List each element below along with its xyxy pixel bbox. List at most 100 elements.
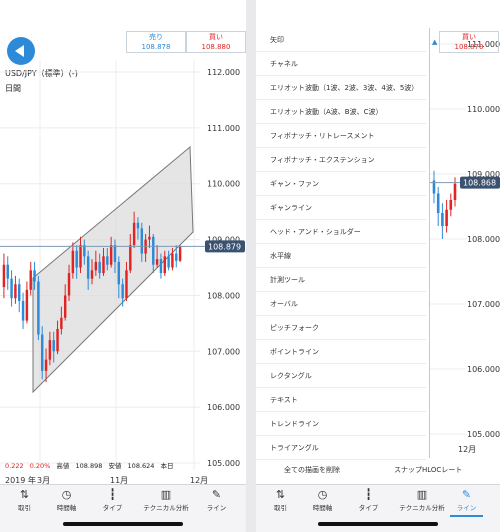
candle-body xyxy=(449,200,453,210)
tab-type-label: タイプ xyxy=(102,504,123,512)
x-label-december: 12月 xyxy=(458,445,476,454)
candle-body xyxy=(83,245,86,257)
drawing-tool-item[interactable]: 矢印 xyxy=(256,28,426,52)
current-price-tag xyxy=(205,240,245,253)
y-tick-label: 112.000 xyxy=(207,68,240,77)
buy-price-box-right[interactable]: 買い 108.870 xyxy=(439,31,499,53)
bottom-tab-bar-right: ⇅ 取引 ◷ 時間軸 ┇ タイプ ▥ テクニカル分析 ✎ ライン xyxy=(256,484,500,532)
tab-trade-label: 取引 xyxy=(274,504,287,512)
candle-body xyxy=(136,222,140,229)
drawing-tool-item[interactable]: テキスト xyxy=(256,388,426,412)
buy-label: 買い xyxy=(209,33,223,41)
tab-line[interactable]: ✎ ライン xyxy=(192,487,241,515)
candle-body xyxy=(25,289,29,321)
drawing-tool-item[interactable]: レクタングル xyxy=(256,364,426,388)
drawing-tool-item[interactable]: ギャンライン xyxy=(256,196,426,220)
drawing-tool-item[interactable]: ヘッド・アンド・ショルダー xyxy=(256,220,426,244)
today-label: 本日 xyxy=(160,462,174,470)
candle-body xyxy=(175,253,178,261)
drawing-tool-item[interactable]: フィボナッチ・リトレースメント xyxy=(256,124,426,148)
tab-technical[interactable]: ▥ テクニカル分析 xyxy=(136,487,196,515)
candle-body xyxy=(44,359,48,371)
sell-arrow-icon[interactable]: ▲ xyxy=(432,38,438,46)
tab-trade[interactable]: ⇅ 取引 xyxy=(256,487,305,515)
y-tick-label: 109.000 xyxy=(467,170,500,179)
candle-body xyxy=(117,261,121,285)
candle-body xyxy=(159,259,163,274)
tab-timeframe-label: 時間軸 xyxy=(56,504,77,512)
channel-drawing[interactable] xyxy=(32,145,194,394)
y-tick-label: 106.000 xyxy=(467,365,500,374)
drawing-tool-item[interactable]: 計測ツール xyxy=(256,268,426,292)
candle-body xyxy=(79,245,82,268)
candle-body xyxy=(109,245,113,265)
candle-body xyxy=(94,261,98,271)
candle-body xyxy=(432,180,436,194)
y-tick-label: 110.000 xyxy=(467,105,500,114)
sell-price-box[interactable]: 売り 108.878 xyxy=(126,31,186,53)
y-tick-label: 105.000 xyxy=(207,459,240,468)
tab-timeframe[interactable]: ◷ 時間軸 xyxy=(298,487,347,515)
candle-body xyxy=(445,209,448,226)
buy-price-box[interactable]: 買い 108.880 xyxy=(186,31,246,53)
candle-body xyxy=(33,270,36,282)
updown-arrows-icon: ⇅ xyxy=(275,488,286,501)
candle-body xyxy=(436,193,440,213)
drawing-tool-item[interactable]: ポイントライン xyxy=(256,340,426,364)
tab-trade[interactable]: ⇅ 取引 xyxy=(0,487,49,515)
candle-body xyxy=(60,317,63,329)
candle-body xyxy=(10,278,13,299)
stats-row: 0.222 0.20% 高値 108.898 安値 108.624 本日 xyxy=(5,460,205,470)
candle-body xyxy=(113,245,117,262)
candle-body xyxy=(40,334,44,371)
symbol-label: USD/JPY（標準）(-) xyxy=(5,69,78,78)
buy-label-right: 買い xyxy=(462,33,476,41)
tab-technical-label: テクニカル分析 xyxy=(143,504,189,512)
y-tick-label: 108.000 xyxy=(207,291,240,300)
drawing-tool-item[interactable]: エリオット波動（1波、2波、3波、4波、5波） xyxy=(256,76,426,100)
tab-line-active[interactable]: ✎ ライン xyxy=(442,487,491,517)
snap-hloc-button[interactable]: スナップHLOCレート xyxy=(394,466,463,474)
y-tick-label: 111.000 xyxy=(467,40,500,49)
drawing-tool-item[interactable]: フィボナッチ・エクステンション xyxy=(256,148,426,172)
bottom-tab-bar: ⇅ 取引 ◷ 時間軸 ┇ タイプ ▥ テクニカル分析 ✎ ライン xyxy=(0,484,246,532)
tab-type[interactable]: ┇ タイプ xyxy=(344,487,393,515)
home-indicator xyxy=(318,522,438,526)
drawing-tool-item[interactable]: トライアングル xyxy=(256,436,426,460)
drawing-tool-item[interactable]: エリオット波動（A波、B波、C波） xyxy=(256,100,426,124)
candle-body xyxy=(132,222,136,246)
clock-icon: ◷ xyxy=(317,488,328,501)
tab-technical[interactable]: ▥ テクニカル分析 xyxy=(392,487,452,515)
high-value: 108.898 xyxy=(75,462,103,470)
drawing-tool-item[interactable]: ギャン・ファン xyxy=(256,172,426,196)
candle-body xyxy=(121,284,124,299)
drawing-tool-item[interactable]: オーバル xyxy=(256,292,426,316)
candlestick-chart[interactable]: 112.000 111.000 110.000 109.000 108.000 107.0… xyxy=(0,0,246,484)
tab-line-label: ライン xyxy=(456,504,477,512)
candle-body xyxy=(37,281,40,335)
mini-chart-area: 111.000 110.000 109.000 108.000 107.000 106.0… xyxy=(429,28,500,458)
x-label-december: 12月 xyxy=(190,476,209,485)
home-indicator xyxy=(63,522,183,526)
menu-footer: 全ての描画を削除 スナップHLOCレート xyxy=(256,458,500,482)
change-value: 0.222 xyxy=(5,462,24,470)
candle-body xyxy=(441,213,444,226)
tab-timeframe[interactable]: ◷ 時間軸 xyxy=(42,487,91,515)
candle-body xyxy=(48,340,52,360)
current-price-value: 108.879 xyxy=(208,242,241,251)
drawing-tool-item[interactable]: トレンドライン xyxy=(256,412,426,436)
tab-trade-label: 取引 xyxy=(18,504,31,512)
x-label-november: 11月 xyxy=(110,476,129,485)
tab-type[interactable]: ┇ タイプ xyxy=(88,487,137,515)
y-tick-label: 107.000 xyxy=(207,347,240,356)
back-arrow-icon[interactable] xyxy=(7,37,35,65)
drawing-tool-item[interactable]: 水平線 xyxy=(256,244,426,268)
delete-all-drawings-button[interactable]: 全ての描画を削除 xyxy=(284,466,340,474)
bar-chart-icon: ▥ xyxy=(416,488,428,501)
clock-icon: ◷ xyxy=(61,488,72,501)
drawing-tool-item[interactable]: ピッチフォーク xyxy=(256,316,426,340)
candle-body xyxy=(6,264,9,279)
drawing-tool-item[interactable]: チャネル xyxy=(256,52,426,76)
candle-body xyxy=(21,301,25,321)
candle-body xyxy=(453,183,457,200)
